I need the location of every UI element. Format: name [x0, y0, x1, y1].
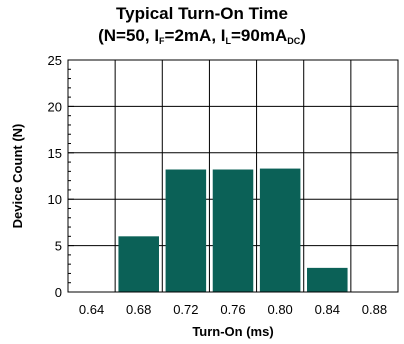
chart-title-line-2: (N=50, IF=2mA, IL=90mADC) — [98, 26, 306, 46]
x-tick-label: 0.88 — [362, 302, 387, 317]
y-tick-label: 0 — [55, 285, 62, 300]
x-tick-label: 0.84 — [315, 302, 340, 317]
x-tick-label: 0.64 — [79, 302, 104, 317]
y-tick-label: 15 — [48, 146, 62, 161]
x-tick-label: 0.72 — [173, 302, 198, 317]
bar-0.84 — [307, 267, 348, 292]
y-tick-label: 5 — [55, 239, 62, 254]
grid — [68, 60, 398, 292]
x-tick-labels: 0.64 0.68 0.72 0.76 0.80 0.84 0.88 — [79, 302, 387, 317]
bar-0.76 — [212, 169, 254, 292]
bar-0.68 — [118, 236, 159, 292]
y-axis-label: Device Count (N) — [10, 124, 25, 229]
x-tick-label: 0.76 — [220, 302, 245, 317]
bars — [118, 168, 348, 292]
y-tick-labels: 0 5 10 15 20 25 — [48, 53, 62, 300]
y-tick-label: 25 — [48, 53, 62, 68]
x-tick-label: 0.80 — [267, 302, 292, 317]
y-tick-label: 20 — [48, 99, 62, 114]
bar-0.72 — [165, 169, 207, 292]
plot-frame — [67, 59, 399, 293]
x-tick-label: 0.68 — [126, 302, 151, 317]
x-axis-label: Turn-On (ms) — [192, 324, 273, 339]
chart-title-line-1: Typical Turn-On Time — [116, 4, 288, 23]
bar-0.80 — [259, 168, 301, 292]
y-tick-label: 10 — [48, 192, 62, 207]
ticks — [68, 59, 74, 293]
